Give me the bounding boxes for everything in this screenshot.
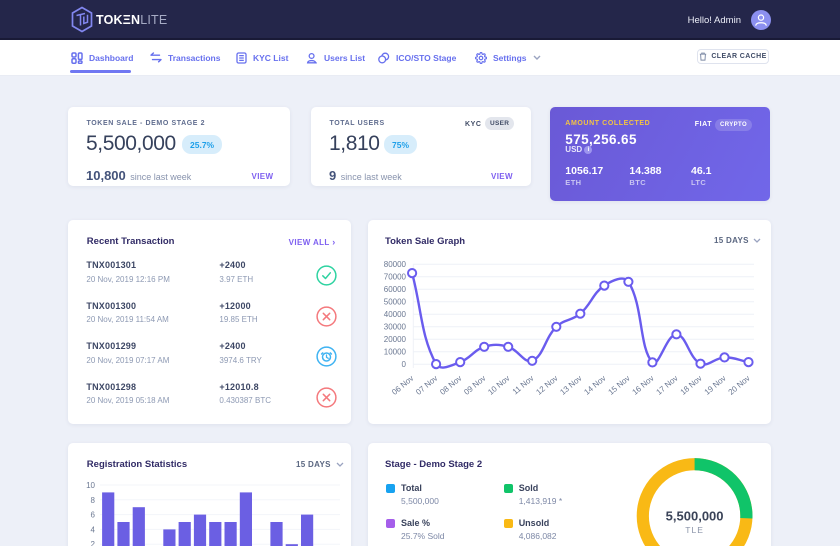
svg-text:20 Nov: 20 Nov — [727, 374, 752, 397]
svg-text:07 Nov: 07 Nov — [414, 374, 439, 397]
svg-text:12 Nov: 12 Nov — [534, 374, 559, 397]
svg-text:19 Nov: 19 Nov — [703, 374, 728, 397]
svg-text:18 Nov: 18 Nov — [679, 374, 704, 397]
svg-text:13 Nov: 13 Nov — [558, 374, 583, 397]
svg-text:70000: 70000 — [384, 273, 407, 282]
svg-text:10000: 10000 — [384, 348, 407, 357]
svg-text:20000: 20000 — [384, 335, 407, 344]
svg-text:17 Nov: 17 Nov — [654, 374, 679, 397]
svg-text:0: 0 — [402, 360, 407, 369]
svg-text:16 Nov: 16 Nov — [630, 374, 655, 397]
svg-text:2: 2 — [91, 540, 96, 546]
svg-text:09 Nov: 09 Nov — [462, 374, 487, 397]
svg-text:06 Nov: 06 Nov — [390, 374, 415, 397]
svg-text:10 Nov: 10 Nov — [486, 374, 511, 397]
svg-text:15 Nov: 15 Nov — [606, 374, 631, 397]
svg-text:8: 8 — [91, 496, 96, 505]
svg-text:80000: 80000 — [384, 260, 407, 269]
svg-text:30000: 30000 — [384, 323, 407, 332]
svg-text:11 Nov: 11 Nov — [511, 374, 536, 397]
svg-text:5,500,000: 5,500,000 — [666, 509, 724, 524]
svg-text:60000: 60000 — [384, 285, 407, 294]
svg-text:08 Nov: 08 Nov — [438, 374, 463, 397]
svg-text:TLE: TLE — [685, 525, 704, 535]
svg-text:6: 6 — [91, 511, 96, 520]
svg-text:50000: 50000 — [384, 298, 407, 307]
svg-text:40000: 40000 — [384, 310, 407, 319]
svg-text:4: 4 — [91, 525, 96, 534]
svg-text:10: 10 — [86, 481, 95, 490]
svg-text:14 Nov: 14 Nov — [582, 374, 607, 397]
